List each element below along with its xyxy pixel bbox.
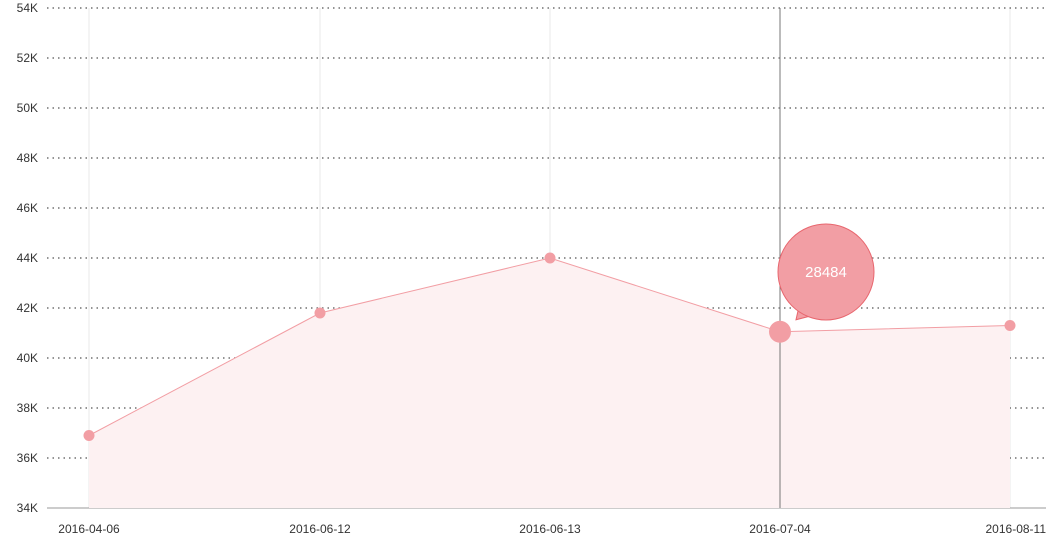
x-tick-label: 2016-06-12: [289, 522, 351, 536]
y-tick-label: 50K: [17, 101, 38, 115]
data-point[interactable]: [769, 320, 791, 343]
y-tick-label: 42K: [17, 301, 38, 315]
y-tick-label: 46K: [17, 201, 38, 215]
y-tick-label: 48K: [17, 151, 38, 165]
x-tick-label: 2016-07-04: [749, 522, 811, 536]
data-point[interactable]: [1004, 320, 1016, 331]
y-tick-label: 52K: [17, 51, 38, 65]
y-tick-label: 36K: [17, 451, 38, 465]
tooltip-value: 28484: [805, 264, 847, 281]
data-point[interactable]: [544, 252, 556, 264]
y-tick-label: 54K: [17, 1, 38, 15]
y-tick-label: 38K: [17, 401, 38, 415]
series-area: [89, 258, 1010, 508]
y-tick-label: 44K: [17, 251, 38, 265]
data-point[interactable]: [83, 430, 95, 441]
tooltip-pointer-seam: [802, 300, 816, 310]
x-tick-label: 2016-06-13: [519, 522, 581, 536]
y-tick-label: 34K: [17, 501, 38, 515]
y-tick-label: 40K: [17, 351, 38, 365]
x-tick-label: 2016-04-06: [58, 522, 120, 536]
tooltip-bubble: [777, 223, 875, 321]
data-point[interactable]: [314, 307, 326, 319]
x-tick-label: 2016-08-11: [986, 522, 1047, 536]
